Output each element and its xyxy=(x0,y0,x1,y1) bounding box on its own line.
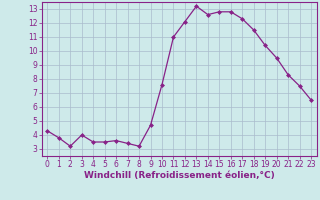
X-axis label: Windchill (Refroidissement éolien,°C): Windchill (Refroidissement éolien,°C) xyxy=(84,171,275,180)
